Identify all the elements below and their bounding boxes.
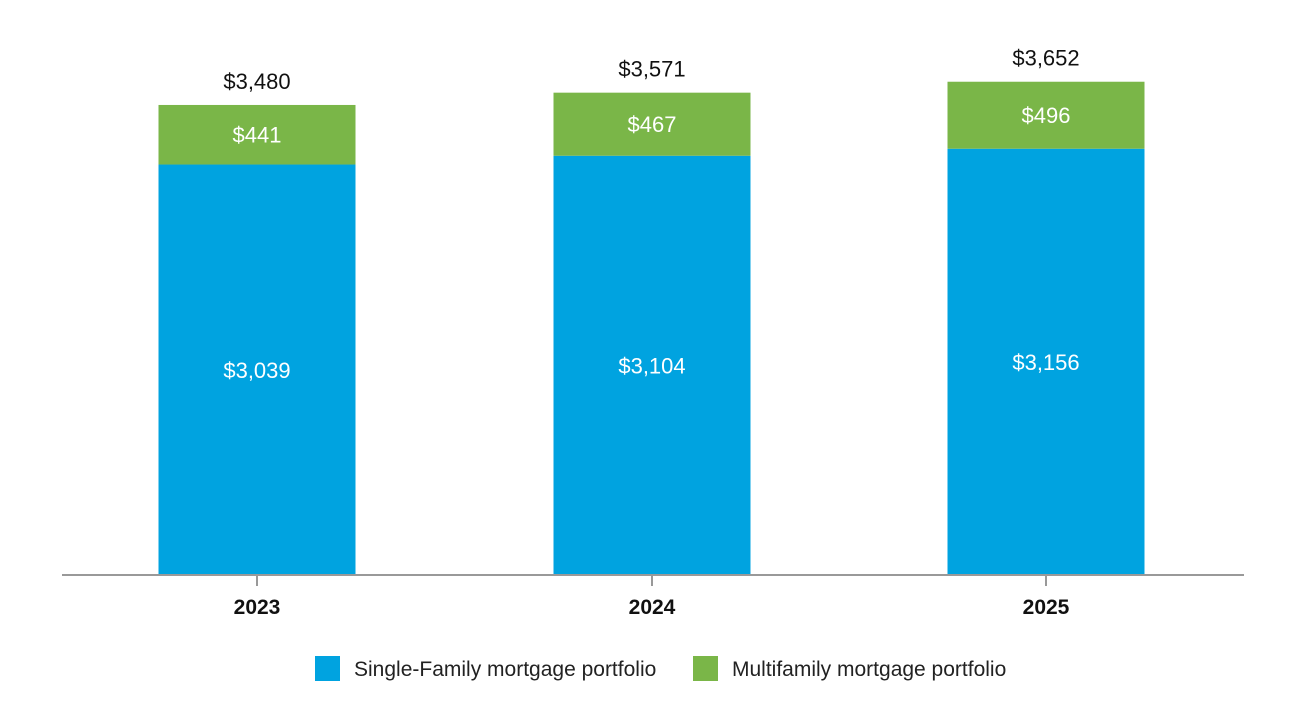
- bar-multifamily-2024: [553, 92, 751, 156]
- data-label-multifamily-2023: $441: [233, 123, 282, 148]
- x-tick-label-2023: 2023: [234, 596, 281, 619]
- total-label-2024: $3,571: [618, 57, 685, 82]
- legend-swatch-single-family: [315, 656, 340, 681]
- data-label-multifamily-2025: $496: [1022, 103, 1071, 128]
- x-axis-ticks: [256, 575, 1047, 586]
- data-label-single-family-2024: $3,104: [618, 353, 685, 378]
- total-label-2023: $3,480: [223, 69, 290, 94]
- bar-single-family-2024: [553, 155, 751, 576]
- bar-multifamily-2025: [947, 81, 1145, 149]
- x-tick-label-2024: 2024: [629, 596, 676, 619]
- x-tick-label-2025: 2025: [1023, 596, 1070, 619]
- bars-group: [158, 81, 1145, 576]
- legend-swatch-multifamily: [693, 656, 718, 681]
- data-label-single-family-2025: $3,156: [1012, 350, 1079, 375]
- labels-group: $3,039 $441 $3,480 2023 $3,104 $467 $3,571 2024…: [223, 46, 1079, 619]
- bar-single-family-2023: [158, 164, 356, 575]
- total-label-2025: $3,652: [1012, 46, 1079, 71]
- legend-label-single-family: Single-Family mortgage portfolio: [354, 658, 656, 681]
- legend-label-multifamily: Multifamily mortgage portfolio: [732, 658, 1006, 681]
- bar-single-family-2025: [947, 148, 1145, 576]
- legend: Single-Family mortgage portfolio Multifam…: [315, 656, 1006, 681]
- data-label-multifamily-2024: $467: [628, 112, 677, 137]
- data-label-single-family-2023: $3,039: [223, 358, 290, 383]
- bar-multifamily-2023: [158, 104, 356, 165]
